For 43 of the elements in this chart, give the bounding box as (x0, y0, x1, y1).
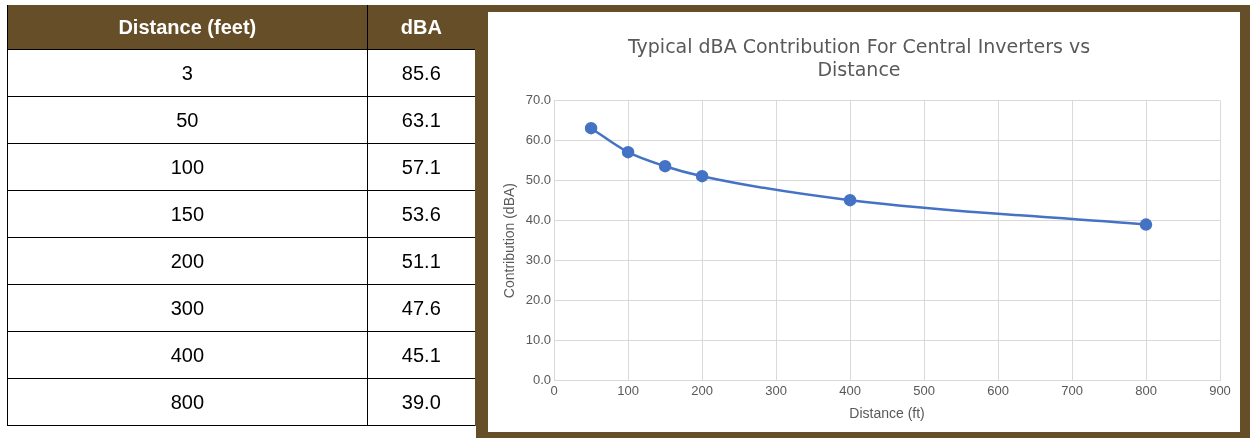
text: 63.1 (401, 108, 441, 131)
category-label: 300 (7, 284, 368, 332)
point (621, 145, 635, 159)
y-tick-label: 40.0 (525, 212, 552, 228)
x-tick-label: 700 (1061, 382, 1083, 398)
text: 57.1 (401, 155, 441, 178)
y-tick-label: 10.0 (525, 332, 552, 348)
point (695, 169, 709, 183)
point (658, 159, 672, 173)
text: 53.6 (401, 202, 441, 225)
y-tick-label: 20.0 (525, 292, 552, 308)
x-tick-label: 900 (1209, 382, 1231, 398)
category-label: 100 (7, 143, 368, 191)
x-tick-label: 0 (550, 382, 558, 398)
y-tick-label: 50.0 (525, 172, 552, 188)
text: 39.0 (401, 390, 441, 413)
x-tick-label: 100 (617, 382, 639, 398)
point (584, 121, 598, 135)
text: 47.6 (401, 296, 441, 319)
category-label: 50 (7, 96, 368, 144)
x-tick-label: 600 (987, 382, 1009, 398)
chart-title: Typical dBA Contribution For Central Inverters vs Distance (626, 35, 1091, 81)
text: Distance (feet) (7, 5, 368, 50)
x-tick-label: 200 (691, 382, 713, 398)
x-tick-label: 300 (765, 382, 787, 398)
y-tick-label: 0.0 (533, 372, 552, 388)
x-tick-label: 500 (913, 382, 935, 398)
y-axis-title: Contribution (dBA) (501, 183, 518, 299)
text: 85.6 (401, 61, 441, 84)
text: 45.1 (401, 343, 441, 366)
x-tick-label: 400 (839, 382, 861, 398)
point (1139, 218, 1153, 231)
y-tick-label: 70.0 (525, 92, 552, 108)
x-tick-label: 800 (1135, 382, 1157, 398)
text: 51.1 (401, 249, 441, 272)
text: dBA (367, 5, 475, 50)
category-label: 3 (7, 49, 368, 97)
y-tick-label: 30.0 (525, 252, 552, 268)
x-axis-title: Distance (ft) (849, 405, 925, 422)
point (843, 193, 857, 207)
category-label: 200 (7, 237, 368, 285)
y-tick-label: 60.0 (525, 132, 552, 148)
category-label: 150 (7, 190, 368, 238)
